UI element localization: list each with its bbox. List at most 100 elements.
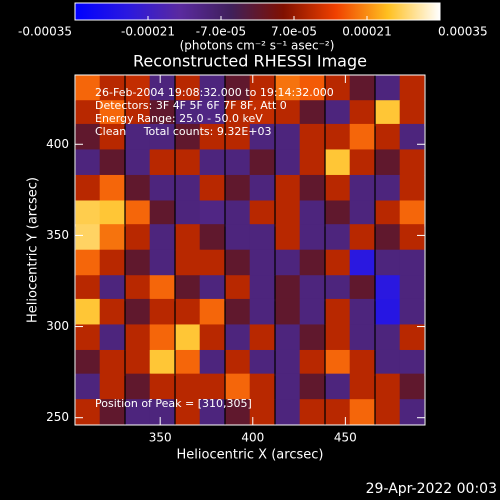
cell [299,224,325,251]
cell [325,324,351,351]
cell [299,298,325,326]
cell [175,324,201,351]
cell [175,349,201,377]
cell [375,249,401,276]
cell [325,249,351,276]
cell [175,399,201,425]
cell [199,75,225,101]
cell [375,200,401,227]
cell [75,100,101,127]
cell [149,149,175,176]
cell [275,324,301,351]
cell [299,324,325,351]
cell [225,224,251,251]
cell [99,324,125,351]
cell [399,174,425,202]
cell [275,100,301,127]
x-tick-label: 350 [149,431,172,445]
cell [175,200,201,227]
cell [125,149,151,176]
cell [275,200,301,227]
cell [199,324,225,351]
cell [325,349,351,377]
cell [99,75,125,101]
cell [275,399,301,425]
cell [75,224,101,251]
cell [75,373,101,400]
cell [275,224,301,251]
cell [75,149,101,176]
y-tick-label: 300 [46,319,69,333]
cell [75,349,101,377]
cell [199,399,225,425]
cell [325,224,351,251]
cell [299,373,325,400]
cell [149,75,175,101]
cell [225,275,251,302]
cell [125,123,151,151]
y-tick-label: 400 [46,137,69,151]
cell [99,200,125,227]
cell [299,200,325,227]
cell [299,100,325,127]
cell [225,200,251,227]
y-tick-label: 350 [46,228,69,242]
cell [325,200,351,227]
colorbar-label: (photons cm⁻² s⁻¹ asec⁻²) [180,39,335,53]
y-axis-label: Heliocentric Y (arcsec) [26,177,41,323]
cell [125,324,151,351]
cell [199,200,225,227]
cell [125,200,151,227]
cell [375,149,401,176]
x-axis-label: Heliocentric X (arcsec) [177,448,324,463]
cell [349,75,375,101]
cell [299,149,325,176]
cell [175,100,201,127]
cell [299,75,325,101]
cell [399,200,425,227]
cell [199,100,225,127]
peak-annotation: Position of Peak = [310,305] [95,397,252,410]
cell [199,349,225,377]
cell [225,373,251,400]
cell [149,349,175,377]
annotation: 26-Feb-2004 19:08:32.000 to 19:14:32.000 [95,86,334,99]
cell [375,224,401,251]
cell [99,373,125,400]
cell [349,399,375,425]
cell [99,275,125,302]
colorbar-tick-label: -0.00021 [121,25,175,39]
cell [349,224,375,251]
cell [375,298,401,326]
cell [125,174,151,202]
cell [225,149,251,176]
cell [175,275,201,302]
cell [99,399,125,425]
cell [149,298,175,326]
cell [299,275,325,302]
cell [99,100,125,127]
cell [99,349,125,377]
cell [199,123,225,151]
cell [149,174,175,202]
cell [175,224,201,251]
cell [75,399,101,425]
cell [399,399,425,425]
cell [175,75,201,101]
x-tick-label: 450 [334,431,357,445]
cell [349,275,375,302]
cell [399,249,425,276]
cell [349,349,375,377]
cell [299,174,325,202]
cell [249,399,275,425]
cell [349,298,375,326]
cell [75,324,101,351]
cell [275,373,301,400]
timestamp: 29-Apr-2022 00:03 [366,481,497,497]
cell [199,224,225,251]
annotation: Energy Range: 25.0 - 50.0 keV [95,112,263,125]
cell [149,399,175,425]
cell [225,324,251,351]
cell [325,123,351,151]
cell [325,298,351,326]
